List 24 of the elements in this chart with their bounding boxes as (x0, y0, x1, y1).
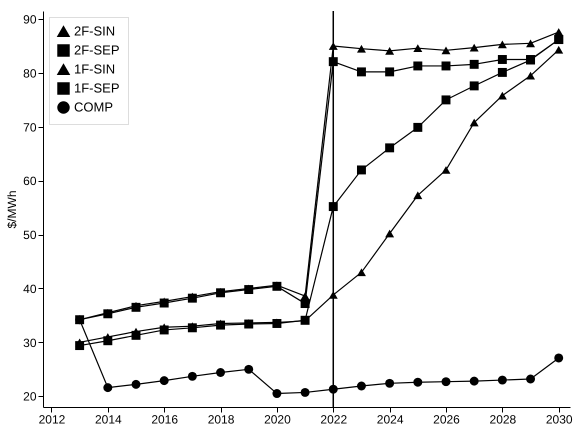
legend-label: 1F-SEP (74, 80, 120, 96)
legend-label: COMP (74, 100, 113, 114)
y-tick-label: 70 (23, 120, 37, 134)
y-tick-label: 50 (23, 228, 37, 242)
y-tick-label: 40 (23, 282, 37, 296)
y-axis-title: $/MWh (5, 190, 20, 229)
y-tick-label: 90 (23, 12, 37, 27)
y-tick-label: 80 (23, 66, 37, 80)
legend-label: 2F-SEP (74, 42, 120, 58)
x-tick-label: 2022 (320, 412, 348, 426)
x-tick-label: 2018 (208, 412, 235, 426)
x-tick-label: 2030 (546, 412, 573, 426)
x-tick-label: 2024 (376, 412, 404, 426)
x-tick-label: 2020 (264, 412, 292, 426)
x-tick-label: 2012 (38, 412, 66, 426)
x-tick-label: 2014 (94, 412, 122, 426)
y-tick-label: 60 (23, 174, 37, 188)
legend-label: 2F-SIN (74, 24, 116, 38)
x-tick-label: 2028 (490, 412, 517, 426)
y-tick-label: 30 (23, 336, 37, 350)
y-tick-label: 20 (23, 390, 37, 404)
x-tick-label: 2026 (433, 412, 460, 426)
legend-label: 1F-SIN (74, 62, 116, 76)
x-tick-label: 2016 (151, 412, 178, 426)
